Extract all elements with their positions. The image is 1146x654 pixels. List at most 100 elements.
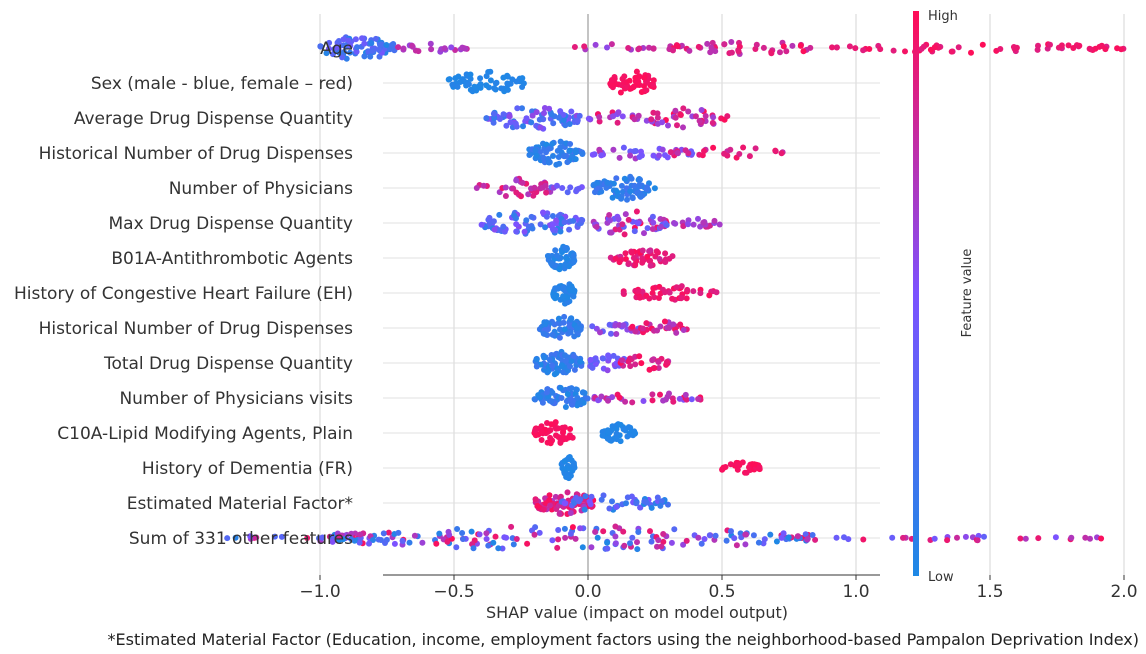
shap-point <box>639 247 646 254</box>
shap-point <box>325 45 332 52</box>
shap-point <box>704 40 711 47</box>
shap-point <box>372 35 379 42</box>
x-tick-label: −0.5 <box>433 582 474 602</box>
shap-point <box>460 536 466 542</box>
shap-point <box>518 193 524 200</box>
shap-point <box>680 541 687 548</box>
shap-point <box>651 185 658 192</box>
shap-point <box>631 182 638 189</box>
shap-point <box>473 185 480 191</box>
shap-point <box>593 223 600 230</box>
shap-point <box>620 144 627 151</box>
shap-point <box>773 538 780 545</box>
shap-point <box>846 43 853 50</box>
shap-point <box>673 329 680 336</box>
shap-point <box>528 119 535 126</box>
shap-point <box>613 503 620 510</box>
feature-label: Max Drug Dispense Quantity <box>109 214 353 234</box>
shap-point <box>467 71 474 78</box>
shap-point <box>710 114 717 121</box>
shap-point <box>634 546 641 553</box>
shap-point <box>543 189 550 196</box>
shap-point <box>727 461 734 468</box>
shap-point <box>639 325 646 332</box>
shap-point <box>750 532 757 539</box>
shap-point <box>667 149 674 156</box>
shap-point <box>778 150 785 157</box>
shap-point <box>604 428 611 435</box>
shap-point <box>454 83 461 90</box>
shap-point <box>657 223 664 230</box>
shap-point <box>636 192 643 199</box>
shap-point <box>974 537 981 544</box>
shap-point <box>678 295 685 302</box>
shap-point <box>674 43 681 50</box>
shap-point <box>629 323 636 330</box>
shap-point <box>736 151 743 157</box>
shap-point <box>734 466 741 473</box>
shap-point <box>678 283 685 290</box>
shap-point <box>720 464 727 471</box>
feature-label: Sum of 331 other features <box>129 529 353 549</box>
shap-point <box>328 534 335 541</box>
shap-point <box>579 151 586 157</box>
shap-point <box>445 76 452 83</box>
shap-point <box>572 149 579 156</box>
shap-point <box>596 146 603 153</box>
shap-point <box>525 191 532 198</box>
shap-point <box>646 248 653 255</box>
shap-point <box>542 182 549 189</box>
feature-label: B01A-Antithrombotic Agents <box>111 249 353 269</box>
shap-point <box>706 292 713 299</box>
shap-point <box>385 529 392 536</box>
shap-point <box>504 73 511 80</box>
shap-point <box>632 262 639 269</box>
shap-point <box>690 221 697 228</box>
shap-point <box>540 330 547 337</box>
shap-point <box>680 327 687 333</box>
shap-point <box>753 41 760 48</box>
feature-label: History of Congestive Heart Failure (EH) <box>14 284 353 304</box>
shap-point <box>613 426 620 432</box>
shap-point <box>610 146 617 153</box>
shap-point <box>968 49 974 56</box>
shap-point <box>549 389 556 396</box>
feature-label: Historical Number of Drug Dispenses <box>39 319 354 339</box>
shap-point <box>559 185 566 191</box>
shap-point <box>567 184 574 191</box>
shap-point <box>564 159 571 166</box>
shap-point <box>768 50 775 57</box>
shap-point <box>877 46 884 53</box>
shap-point <box>643 292 650 299</box>
shap-point <box>701 148 707 154</box>
shap-point <box>532 396 539 403</box>
shap-point <box>647 262 654 269</box>
shap-point <box>390 41 397 47</box>
shap-point <box>486 214 493 221</box>
shap-point <box>411 532 418 539</box>
shap-point <box>712 532 719 539</box>
shap-point <box>619 221 626 228</box>
shap-point <box>736 43 743 50</box>
shap-point <box>557 228 564 235</box>
shap-point <box>453 544 460 551</box>
shap-point <box>383 42 390 48</box>
shap-point <box>581 43 588 50</box>
shap-point <box>931 535 938 542</box>
shap-point <box>671 526 678 533</box>
shap-point <box>550 153 556 159</box>
shap-point <box>772 148 779 155</box>
grid-layer <box>319 14 1125 576</box>
shap-point <box>605 397 611 404</box>
shap-point <box>721 41 728 48</box>
shap-point <box>553 252 560 259</box>
shap-point <box>491 85 498 92</box>
shap-point <box>536 116 543 123</box>
shap-point <box>670 321 677 328</box>
shap-point <box>546 492 553 499</box>
shap-point <box>609 194 616 201</box>
shap-point <box>247 533 254 540</box>
shap-point <box>650 219 657 226</box>
shap-point <box>577 525 584 532</box>
shap-point <box>427 40 434 47</box>
